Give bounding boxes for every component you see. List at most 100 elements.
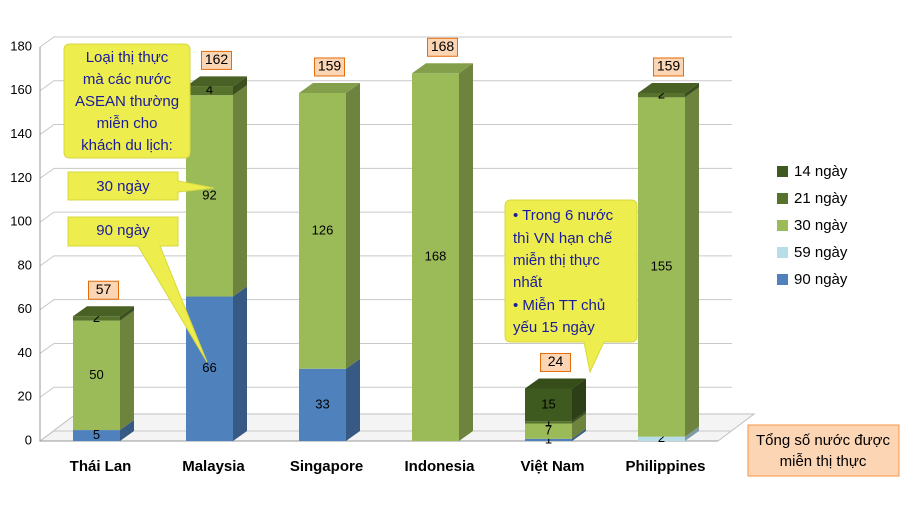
- bar-segment: [299, 368, 346, 441]
- bar-side: [572, 413, 586, 439]
- legend-swatch: [777, 274, 788, 285]
- callout-text: 90 ngày: [96, 222, 150, 239]
- bar-top: [638, 82, 699, 93]
- bar-top: [525, 378, 586, 389]
- total-label: 168: [431, 38, 455, 54]
- value-label: 92: [202, 187, 216, 202]
- value-label: 1: [545, 431, 552, 446]
- value-label: 7: [545, 423, 552, 438]
- bar-segment: [525, 421, 572, 424]
- callout-box: [67, 171, 215, 201]
- value-label: 126: [312, 222, 334, 237]
- bar-side: [233, 85, 247, 297]
- total-box: [201, 50, 232, 70]
- callout-text: Loại thị thực: [86, 49, 169, 66]
- bar-side: [346, 358, 360, 441]
- value-label: 2: [658, 87, 665, 102]
- total-label: 162: [205, 51, 229, 67]
- y-tick-label: 0: [25, 432, 32, 447]
- callout-text: miễn cho: [97, 115, 158, 132]
- x-tick-label: Singapore: [290, 458, 363, 475]
- legend-label: 21 ngày: [794, 190, 848, 207]
- bar-side: [572, 428, 586, 441]
- value-label: 15: [541, 396, 555, 411]
- grid-line: [39, 386, 732, 398]
- bar-side: [685, 87, 699, 437]
- bar-side: [685, 82, 699, 98]
- annotations: Loại thị thực mà các nước ASEAN thường m…: [63, 43, 900, 477]
- y-tick-label: 120: [10, 170, 32, 185]
- bar-segment: [73, 320, 120, 431]
- bar-segment: [525, 423, 572, 439]
- grid-line: [39, 430, 732, 442]
- bar-segment: [186, 95, 233, 297]
- y-tick-label: 80: [18, 257, 32, 272]
- total-box: [314, 57, 345, 77]
- bar-side: [459, 63, 473, 442]
- bar-segment: [638, 92, 685, 98]
- value-label: 1: [545, 414, 552, 429]
- value-label: 4: [206, 82, 213, 97]
- totals-note: Tổng số nước được: [756, 432, 890, 449]
- callout-text: ASEAN thường: [75, 93, 179, 110]
- y-tick-label: 100: [10, 214, 32, 229]
- callout-text: • Miễn TT chủ: [513, 297, 605, 314]
- bar-segment: [73, 430, 120, 441]
- total-label: 57: [96, 281, 112, 297]
- callout-text: 30 ngày: [96, 178, 150, 195]
- callout-text: thì VN hạn chế: [513, 230, 613, 247]
- bar-top: [73, 306, 134, 317]
- value-label: 33: [315, 396, 329, 411]
- bar-side: [120, 306, 134, 321]
- totals-note: miễn thị thực: [780, 453, 867, 470]
- bar-side: [120, 420, 134, 441]
- grid-line: [39, 342, 732, 354]
- value-label: 168: [425, 249, 447, 264]
- value-label: 66: [202, 360, 216, 375]
- x-tick-label: Indonesia: [404, 458, 475, 475]
- bar-side: [572, 411, 586, 424]
- x-tick-label: Malaysia: [182, 458, 245, 475]
- value-label: 50: [89, 367, 103, 382]
- legend-label: 14 ngày: [794, 163, 848, 180]
- totals-note-box: [747, 424, 900, 477]
- x-tick-label: Philippines: [625, 458, 705, 475]
- bar-side: [685, 426, 699, 441]
- callout-text: khách du lịch:: [81, 137, 173, 154]
- legend-swatch: [777, 166, 788, 177]
- y-tick-label: 20: [18, 389, 32, 404]
- callout-text: • Trong 6 nước: [513, 207, 614, 224]
- callout-box: [67, 216, 208, 363]
- bar-top: [186, 76, 247, 87]
- bar-segment: [299, 92, 346, 369]
- grid-line: [39, 36, 732, 48]
- value-label: 155: [651, 258, 673, 273]
- x-tick-label: Thái Lan: [70, 458, 132, 475]
- value-label: 5: [93, 427, 100, 442]
- total-box: [540, 352, 571, 372]
- total-box: [427, 37, 458, 57]
- total-label: 24: [548, 353, 564, 369]
- callout-text: yếu 15 ngày: [513, 319, 595, 336]
- y-tick-label: 160: [10, 82, 32, 97]
- bar-side: [233, 76, 247, 96]
- y-tick-label: 60: [18, 301, 32, 316]
- y-tick-label: 140: [10, 126, 32, 141]
- total-box: [653, 57, 684, 77]
- bar-segment: [638, 436, 685, 441]
- callout-box: [504, 199, 638, 374]
- legend-swatch: [777, 220, 788, 231]
- bar-segment: [638, 97, 685, 437]
- legend-label: 30 ngày: [794, 217, 848, 234]
- bar-top: [412, 63, 473, 74]
- grid-line: [39, 124, 732, 135]
- bar-segment: [186, 296, 233, 441]
- total-label: 159: [657, 58, 681, 74]
- bar-side: [346, 82, 360, 369]
- legend-swatch: [777, 247, 788, 258]
- bar-segment: [525, 438, 572, 441]
- bar-segment: [525, 388, 572, 422]
- bar-top: [299, 82, 360, 93]
- callout-text: nhất: [513, 274, 543, 291]
